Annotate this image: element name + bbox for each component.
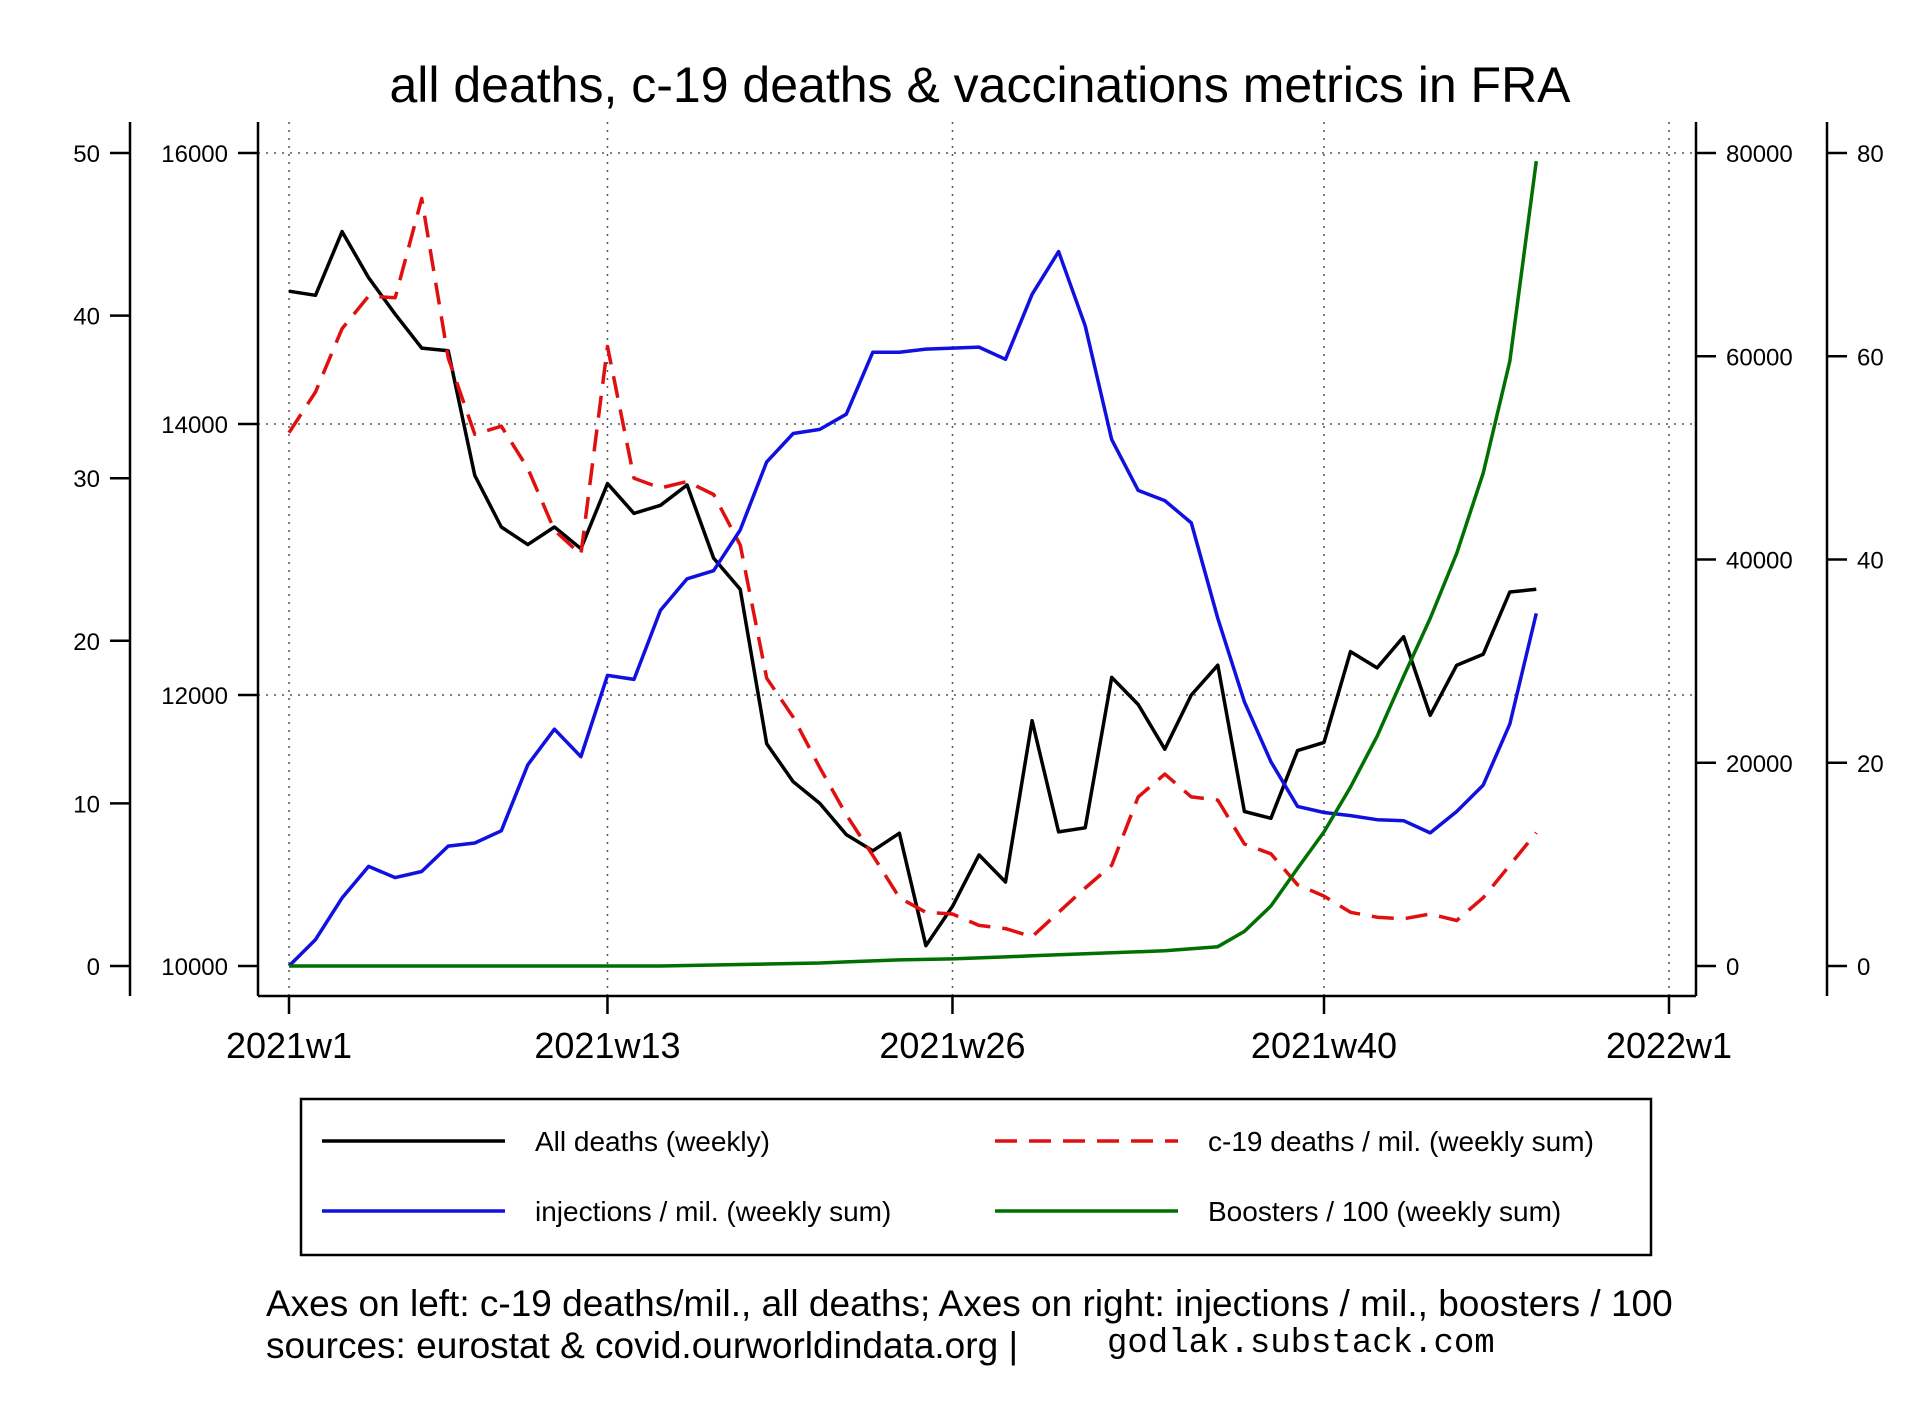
legend: All deaths (weekly) c-19 deaths / mil. (… — [322, 1126, 1594, 1227]
series-group — [287, 160, 1539, 968]
outer-right-tick-label: 0 — [1857, 954, 1870, 981]
x-tick-label: 2021w40 — [1251, 1025, 1397, 1066]
outer-left-tick-label: 10 — [73, 791, 100, 818]
axes: 0102030405010000120001400016000020000400… — [73, 122, 1884, 1066]
outer-right-tick-label: 20 — [1857, 751, 1884, 778]
legend-label-c19-deaths: c-19 deaths / mil. (weekly sum) — [1208, 1126, 1594, 1157]
legend-label-boosters: Boosters / 100 (weekly sum) — [1208, 1196, 1561, 1227]
x-tick-label: 2021w26 — [879, 1025, 1025, 1066]
inner-right-tick-label: 0 — [1726, 954, 1739, 981]
outer-right-tick-label: 60 — [1857, 344, 1884, 371]
axes-note: Axes on left: c-19 deaths/mil., all deat… — [266, 1283, 1673, 1324]
series-c19-deaths — [287, 196, 1538, 939]
inner-left-tick-label: 16000 — [161, 141, 228, 168]
inner-left-tick-label: 14000 — [161, 412, 228, 439]
x-tick-label: 2021w13 — [534, 1025, 680, 1066]
legend-label-injections: injections / mil. (weekly sum) — [535, 1196, 891, 1227]
sources-note: sources: eurostat & covid.ourworldindata… — [266, 1325, 1018, 1366]
outer-left-tick-label: 40 — [73, 304, 100, 331]
inner-right-tick-label: 40000 — [1726, 548, 1793, 575]
outer-right-tick-label: 80 — [1857, 141, 1884, 168]
series-injections — [287, 249, 1539, 968]
inner-left-tick-label: 10000 — [161, 954, 228, 981]
outer-left-tick-label: 30 — [73, 466, 100, 493]
inner-right-tick-label: 60000 — [1726, 344, 1793, 371]
inner-left-tick-label: 12000 — [161, 683, 228, 710]
grid-lines — [258, 122, 1696, 996]
chart-title: all deaths, c-19 deaths & vaccinations m… — [389, 57, 1571, 113]
x-tick-label: 2022w1 — [1606, 1025, 1732, 1066]
outer-left-tick-label: 20 — [73, 629, 100, 656]
outer-left-tick-label: 0 — [87, 954, 100, 981]
legend-box — [299, 1097, 1653, 1257]
outer-right-tick-label: 40 — [1857, 548, 1884, 575]
series-boosters — [289, 160, 1539, 968]
x-tick-label: 2021w1 — [226, 1025, 352, 1066]
inner-right-tick-label: 20000 — [1726, 751, 1793, 778]
legend-label-all-deaths: All deaths (weekly) — [535, 1126, 770, 1157]
site-label: godlak.substack.com — [1107, 1325, 1495, 1363]
series-all-deaths — [288, 229, 1537, 948]
inner-right-tick-label: 80000 — [1726, 141, 1793, 168]
outer-left-tick-label: 50 — [73, 141, 100, 168]
